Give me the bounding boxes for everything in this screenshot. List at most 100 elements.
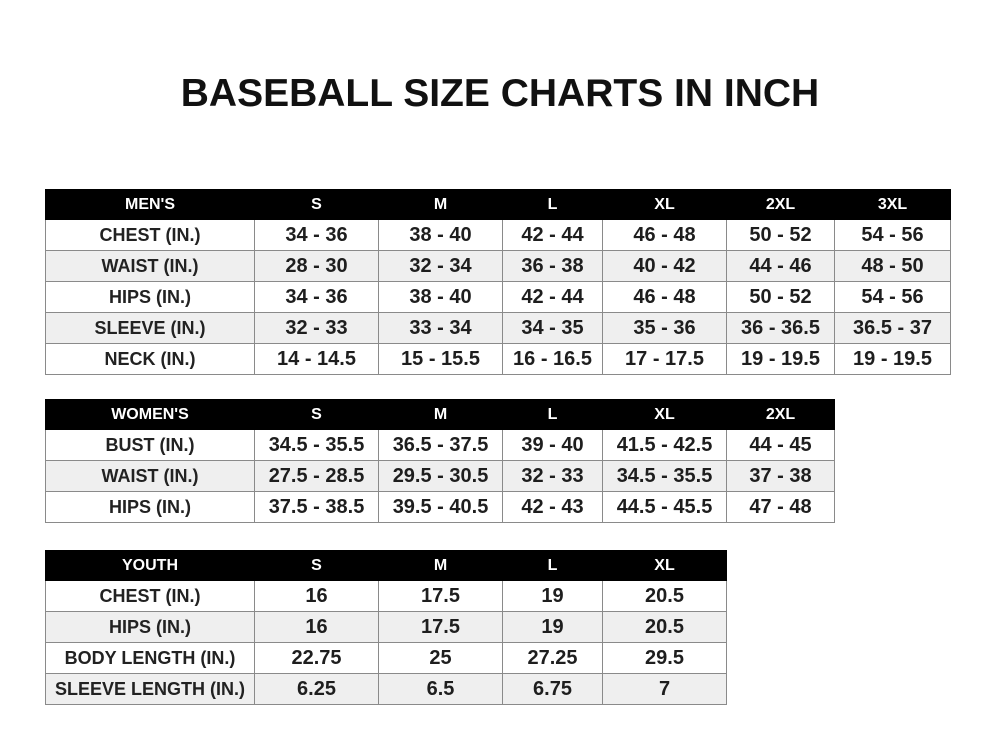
size-value: 22.75: [254, 642, 379, 674]
size-value: 35 - 36: [602, 312, 727, 344]
size-value: 44.5 - 45.5: [602, 491, 727, 523]
size-value: 46 - 48: [602, 219, 727, 251]
measurement-label: WAIST (IN.): [45, 460, 255, 492]
header-row: YOUTH S M L XL: [45, 550, 727, 581]
header-row: MEN'S S M L XL 2XL 3XL: [45, 189, 951, 220]
size-value: 34.5 - 35.5: [254, 429, 379, 461]
size-value: 44 - 45: [726, 429, 835, 461]
table-row: BODY LENGTH (IN.) 22.75 25 27.25 29.5: [45, 642, 727, 674]
size-value: 7: [602, 673, 727, 705]
table-row: WAIST (IN.) 28 - 30 32 - 34 36 - 38 40 - 42 4…: [45, 250, 951, 282]
size-value: 37.5 - 38.5: [254, 491, 379, 523]
size-value: 19 - 19.5: [834, 343, 951, 375]
size-value: 32 - 33: [254, 312, 379, 344]
size-value: 44 - 46: [726, 250, 835, 282]
size-value: 16: [254, 580, 379, 612]
size-value: 42 - 44: [502, 281, 603, 313]
size-value: 19: [502, 611, 603, 643]
measurement-label: HIPS (IN.): [45, 281, 255, 313]
measurement-label: CHEST (IN.): [45, 219, 255, 251]
size-header: 2XL: [726, 189, 835, 220]
size-header: M: [378, 399, 503, 430]
size-value: 54 - 56: [834, 281, 951, 313]
measurement-label: NECK (IN.): [45, 343, 255, 375]
table-row: BUST (IN.) 34.5 - 35.5 36.5 - 37.5 39 - 40 4…: [45, 429, 835, 461]
table-row: SLEEVE LENGTH (IN.) 6.25 6.5 6.75 7: [45, 673, 727, 705]
page-title: BASEBALL SIZE CHARTS IN INCH: [180, 72, 820, 115]
size-header: M: [378, 189, 503, 220]
size-value: 39 - 40: [502, 429, 603, 461]
measurement-label: SLEEVE (IN.): [45, 312, 255, 344]
size-value: 15 - 15.5: [378, 343, 503, 375]
youth-size-table: YOUTH S M L XL CHEST (IN.) 16 17.5 19 20.5 HIPS (I…: [45, 550, 727, 705]
size-header: 2XL: [726, 399, 835, 430]
size-value: 38 - 40: [378, 219, 503, 251]
size-value: 20.5: [602, 611, 727, 643]
size-value: 6.25: [254, 673, 379, 705]
measurement-label: HIPS (IN.): [45, 491, 255, 523]
size-header: L: [502, 550, 603, 581]
size-header: S: [254, 399, 379, 430]
measurement-label: CHEST (IN.): [45, 580, 255, 612]
measurement-label: HIPS (IN.): [45, 611, 255, 643]
size-value: 17.5: [378, 580, 503, 612]
size-header: XL: [602, 550, 727, 581]
size-value: 46 - 48: [602, 281, 727, 313]
size-value: 19: [502, 580, 603, 612]
header-row: WOMEN'S S M L XL 2XL: [45, 399, 835, 430]
size-value: 29.5 - 30.5: [378, 460, 503, 492]
size-header: XL: [602, 399, 727, 430]
table-row: CHEST (IN.) 16 17.5 19 20.5: [45, 580, 727, 612]
size-value: 36.5 - 37: [834, 312, 951, 344]
size-value: 29.5: [602, 642, 727, 674]
table-row: WAIST (IN.) 27.5 - 28.5 29.5 - 30.5 32 - 33…: [45, 460, 835, 492]
size-value: 17.5: [378, 611, 503, 643]
size-value: 19 - 19.5: [726, 343, 835, 375]
measurement-label: WAIST (IN.): [45, 250, 255, 282]
size-header: 3XL: [834, 189, 951, 220]
size-value: 14 - 14.5: [254, 343, 379, 375]
mens-size-table: MEN'S S M L XL 2XL 3XL CHEST (IN.) 34 - 36 38 - 4…: [45, 189, 951, 375]
size-value: 33 - 34: [378, 312, 503, 344]
size-value: 16: [254, 611, 379, 643]
size-value: 28 - 30: [254, 250, 379, 282]
table-row: SLEEVE (IN.) 32 - 33 33 - 34 34 - 35 35 - 36…: [45, 312, 951, 344]
size-value: 50 - 52: [726, 219, 835, 251]
size-value: 42 - 44: [502, 219, 603, 251]
size-value: 42 - 43: [502, 491, 603, 523]
size-value: 32 - 34: [378, 250, 503, 282]
size-value: 54 - 56: [834, 219, 951, 251]
size-value: 37 - 38: [726, 460, 835, 492]
measurement-label: BUST (IN.): [45, 429, 255, 461]
size-header: M: [378, 550, 503, 581]
size-value: 36 - 38: [502, 250, 603, 282]
table-row: NECK (IN.) 14 - 14.5 15 - 15.5 16 - 16.5 17 …: [45, 343, 951, 375]
size-value: 36 - 36.5: [726, 312, 835, 344]
size-header: XL: [602, 189, 727, 220]
womens-size-table: WOMEN'S S M L XL 2XL BUST (IN.) 34.5 - 35.5 36.5…: [45, 399, 835, 523]
category-header: WOMEN'S: [45, 399, 255, 430]
size-header: L: [502, 189, 603, 220]
size-value: 38 - 40: [378, 281, 503, 313]
size-value: 34.5 - 35.5: [602, 460, 727, 492]
size-value: 6.75: [502, 673, 603, 705]
size-header: L: [502, 399, 603, 430]
table-row: HIPS (IN.) 16 17.5 19 20.5: [45, 611, 727, 643]
size-value: 32 - 33: [502, 460, 603, 492]
measurement-label: SLEEVE LENGTH (IN.): [45, 673, 255, 705]
size-value: 36.5 - 37.5: [378, 429, 503, 461]
size-value: 27.5 - 28.5: [254, 460, 379, 492]
table-row: CHEST (IN.) 34 - 36 38 - 40 42 - 44 46 - 48 5…: [45, 219, 951, 251]
size-value: 41.5 - 42.5: [602, 429, 727, 461]
size-value: 48 - 50: [834, 250, 951, 282]
size-header: S: [254, 550, 379, 581]
size-value: 6.5: [378, 673, 503, 705]
size-value: 27.25: [502, 642, 603, 674]
table-row: HIPS (IN.) 37.5 - 38.5 39.5 - 40.5 42 - 43 4…: [45, 491, 835, 523]
size-value: 25: [378, 642, 503, 674]
size-value: 17 - 17.5: [602, 343, 727, 375]
size-value: 50 - 52: [726, 281, 835, 313]
size-value: 34 - 36: [254, 219, 379, 251]
size-value: 40 - 42: [602, 250, 727, 282]
size-value: 16 - 16.5: [502, 343, 603, 375]
